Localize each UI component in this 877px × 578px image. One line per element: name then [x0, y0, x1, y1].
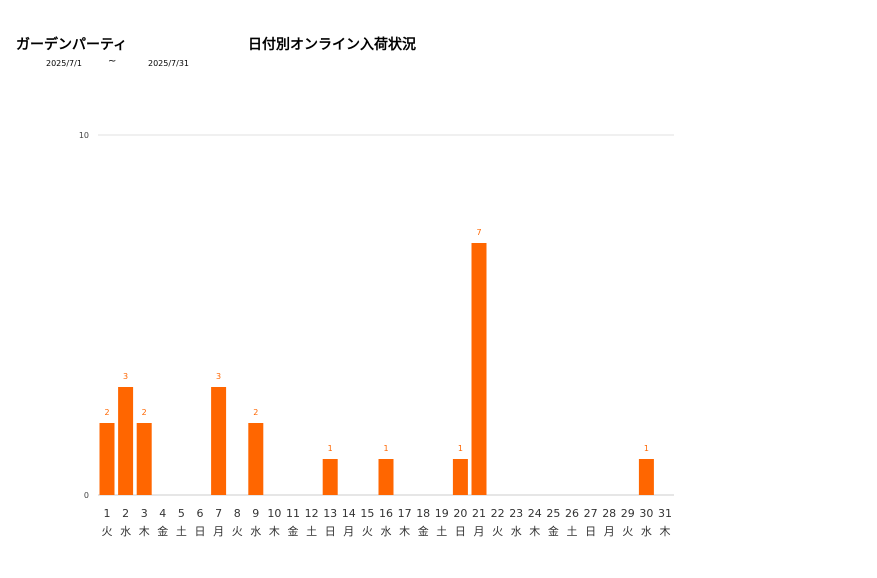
date-range-end: 2025/7/31	[148, 59, 190, 68]
data-label: 1	[644, 444, 649, 453]
x-tick-label-day: 7	[215, 507, 222, 520]
data-label: 1	[383, 444, 388, 453]
data-label: 7	[476, 228, 481, 237]
x-tick-label-weekday: 日	[195, 525, 206, 538]
date-range-start: 2025/7/1	[46, 59, 82, 68]
x-tick-label-day: 23	[509, 507, 523, 520]
data-label: 2	[142, 408, 147, 417]
x-tick-label-weekday: 水	[641, 525, 652, 538]
x-tick-label-weekday: 土	[306, 525, 317, 538]
x-tick-label-day: 29	[621, 507, 635, 520]
bar	[378, 459, 394, 495]
x-tick-label-day: 12	[305, 507, 319, 520]
x-tick-label-weekday: 日	[455, 525, 466, 538]
x-tick-label-day: 24	[528, 507, 542, 520]
bar	[452, 459, 468, 495]
x-tick-label-day: 19	[435, 507, 449, 520]
x-tick-label-weekday: 火	[102, 525, 113, 538]
x-tick-label-weekday: 金	[157, 524, 168, 538]
x-tick-label-weekday: 金	[418, 524, 429, 538]
x-tick-label-day: 25	[546, 507, 560, 520]
bar	[248, 423, 264, 495]
x-tick-label-day: 31	[658, 507, 672, 520]
x-tick-label-weekday: 火	[232, 525, 243, 538]
data-label: 1	[328, 444, 333, 453]
x-tick-label-day: 5	[178, 507, 185, 520]
x-tick-label-day: 30	[639, 507, 653, 520]
bar	[471, 243, 487, 495]
x-tick-label-weekday: 月	[343, 525, 354, 538]
x-tick-label-day: 17	[398, 507, 412, 520]
x-tick-label-weekday: 水	[511, 525, 522, 538]
x-tick-label-weekday: 木	[399, 525, 410, 538]
bar	[99, 423, 115, 495]
x-tick-label-weekday: 土	[176, 525, 187, 538]
x-tick-label-day: 13	[323, 507, 337, 520]
x-tick-label-day: 16	[379, 507, 393, 520]
x-tick-label-weekday: 日	[585, 525, 596, 538]
bar	[136, 423, 152, 495]
x-tick-label-weekday: 金	[548, 524, 559, 538]
x-tick-label-weekday: 木	[139, 525, 150, 538]
x-tick-label-day: 22	[491, 507, 505, 520]
x-tick-label-weekday: 木	[269, 525, 280, 538]
x-tick-label-day: 9	[252, 507, 259, 520]
x-tick-label-weekday: 水	[120, 525, 131, 538]
data-label: 1	[458, 444, 463, 453]
x-tick-label-day: 26	[565, 507, 579, 520]
x-tick-label-day: 11	[286, 507, 300, 520]
x-tick-label-day: 1	[104, 507, 111, 520]
x-tick-label-day: 2	[122, 507, 129, 520]
x-tick-label-day: 4	[159, 507, 166, 520]
data-label: 3	[216, 372, 221, 381]
data-label: 3	[123, 372, 128, 381]
x-tick-label-day: 6	[197, 507, 204, 520]
x-tick-label-day: 28	[602, 507, 616, 520]
x-tick-label-weekday: 金	[288, 524, 299, 538]
x-tick-label-weekday: 日	[325, 525, 336, 538]
x-tick-label-day: 3	[141, 507, 148, 520]
x-tick-label-weekday: 木	[529, 525, 540, 538]
data-label: 2	[104, 408, 109, 417]
date-range-separator: ~	[108, 56, 117, 67]
y-tick-label: 10	[79, 131, 89, 140]
bar	[211, 387, 227, 495]
x-tick-label-day: 21	[472, 507, 486, 520]
x-tick-label-weekday: 土	[567, 525, 578, 538]
store-name: ガーデンパーティ	[16, 37, 128, 53]
x-tick-label-weekday: 月	[213, 525, 224, 538]
x-tick-label-weekday: 月	[474, 525, 485, 538]
y-tick-label: 0	[84, 491, 89, 500]
chart-title: 日付別オンライン入荷状況	[248, 37, 416, 53]
bar	[322, 459, 338, 495]
x-tick-label-day: 15	[360, 507, 374, 520]
x-tick-label-day: 18	[416, 507, 430, 520]
x-tick-label-weekday: 火	[622, 525, 633, 538]
bar	[118, 387, 134, 495]
bar	[638, 459, 654, 495]
x-tick-label-day: 14	[342, 507, 356, 520]
x-tick-label-day: 27	[584, 507, 598, 520]
x-tick-label-day: 20	[453, 507, 467, 520]
x-tick-label-weekday: 火	[492, 525, 503, 538]
x-tick-label-weekday: 火	[362, 525, 373, 538]
x-tick-label-weekday: 月	[604, 525, 615, 538]
x-tick-label-weekday: 木	[660, 525, 671, 538]
x-tick-label-weekday: 水	[250, 525, 261, 538]
data-label: 2	[253, 408, 258, 417]
x-tick-label-weekday: 水	[381, 525, 392, 538]
x-tick-label-day: 10	[267, 507, 281, 520]
x-tick-label-day: 8	[234, 507, 241, 520]
x-tick-label-weekday: 土	[436, 525, 447, 538]
